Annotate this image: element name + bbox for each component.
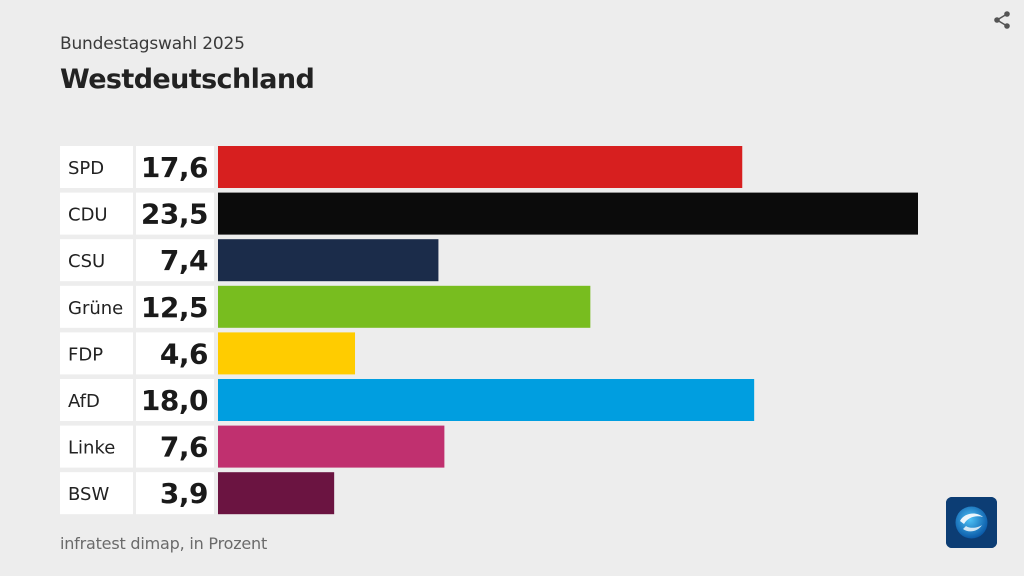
chart-title: Westdeutschland	[60, 64, 315, 95]
value-label-cell	[136, 379, 214, 421]
value-label: 7,4	[160, 244, 208, 277]
bar-cdu	[218, 192, 918, 235]
tagesschau-logo-icon	[946, 497, 997, 548]
bar-row-bsw: BSW 3,9	[60, 472, 335, 515]
bar-row-cdu: CDU 23,5	[60, 192, 918, 235]
party-label: AfD	[68, 391, 100, 412]
bar-row-spd: SPD 17,6	[60, 146, 743, 188]
chart-subtitle: Bundestagswahl 2025	[60, 34, 245, 54]
value-label: 7,6	[160, 431, 208, 464]
party-label: BSW	[68, 484, 109, 505]
value-label: 17,6	[141, 151, 208, 184]
share-icon[interactable]	[992, 10, 1012, 30]
bar-linke	[218, 425, 445, 468]
bar-row-fdp: FDP 4,6	[60, 332, 356, 375]
value-label: 23,5	[141, 198, 208, 231]
bar-row-afd: AfD 18,0	[60, 379, 755, 421]
bar-row-gr-ne: Grüne 12,5	[60, 285, 591, 328]
value-label: 18,0	[141, 384, 208, 417]
party-label: CSU	[68, 251, 105, 272]
bar-csu	[218, 239, 439, 282]
value-label-cell	[136, 146, 214, 188]
party-label: CDU	[68, 205, 108, 226]
party-label: FDP	[68, 344, 103, 365]
party-label-cell	[60, 146, 133, 188]
value-label: 12,5	[141, 291, 208, 324]
party-label-cell	[60, 285, 133, 328]
party-label-cell	[60, 192, 133, 235]
value-label: 3,9	[160, 477, 208, 510]
value-label-cell	[136, 285, 214, 328]
bar-fdp	[218, 332, 356, 375]
party-label-cell	[60, 332, 133, 375]
party-label-cell	[60, 239, 133, 282]
bar-row-linke: Linke 7,6	[60, 425, 445, 468]
party-label-cell	[60, 379, 133, 421]
bar-bsw	[218, 472, 335, 515]
bar-gr-ne	[218, 285, 591, 328]
chart-source: infratest dimap, in Prozent	[60, 534, 268, 553]
value-label-cell	[136, 332, 214, 375]
value-label: 4,6	[160, 337, 208, 370]
bar-row-csu: CSU 7,4	[60, 239, 439, 282]
party-label: Linke	[68, 438, 115, 459]
party-label: SPD	[68, 158, 104, 179]
party-label: Grüne	[68, 298, 123, 319]
party-label-cell	[60, 425, 133, 468]
bar-afd	[218, 379, 755, 421]
party-label-cell	[60, 472, 133, 515]
value-label-cell	[136, 472, 214, 515]
value-label-cell	[136, 192, 214, 235]
bar-spd	[218, 146, 743, 188]
value-label-cell	[136, 425, 214, 468]
value-label-cell	[136, 239, 214, 282]
